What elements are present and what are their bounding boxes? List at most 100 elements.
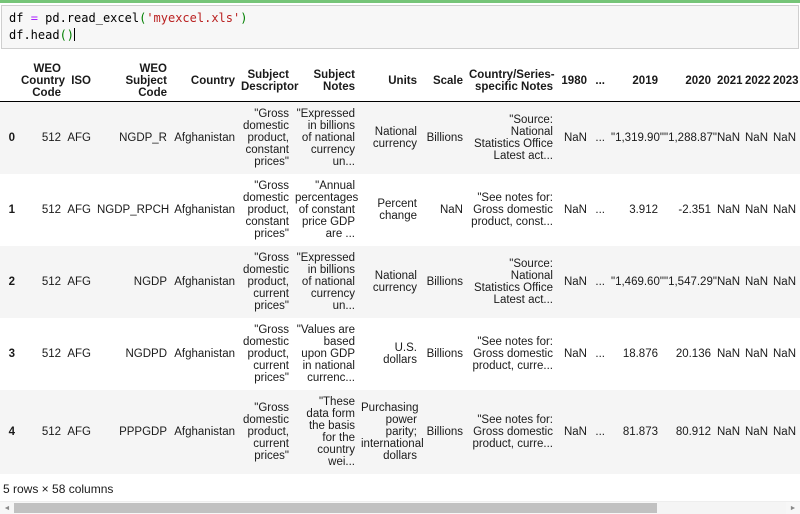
cell: NGDP_R: [119, 132, 167, 144]
column-header: 2023: [770, 61, 799, 102]
row-index: 4: [8, 426, 15, 438]
column-header: WEO Subject Code: [94, 61, 170, 102]
cell: NaN: [563, 426, 587, 438]
cell: NaN: [745, 132, 769, 144]
cell: AFG: [67, 348, 91, 360]
dataframe-output-area: WEO Country Code ISO WEO Subject Code Count…: [0, 61, 800, 474]
cell: Afghanistan: [174, 204, 235, 216]
cell: 512: [41, 276, 61, 288]
cell: NGDPD: [125, 348, 167, 360]
cell: ...: [595, 132, 605, 144]
column-header: 2022: [742, 61, 771, 102]
cell: NaN: [773, 204, 797, 216]
code-lines: df = pd.read_excel('myexcel.xls') df.head…: [9, 10, 791, 44]
cell: 20.136: [675, 348, 711, 360]
scrollbar-thumb[interactable]: [14, 503, 657, 513]
cell: NaN: [745, 204, 769, 216]
cell: PPPGDP: [119, 426, 167, 438]
cell: AFG: [67, 276, 91, 288]
code-token: =: [30, 11, 38, 25]
row-index: 2: [8, 276, 15, 288]
cell: NaN: [773, 132, 797, 144]
cell: NaN: [439, 204, 463, 216]
column-header: Scale: [420, 61, 466, 102]
scrollbar-track[interactable]: [657, 502, 786, 514]
cell: 512: [41, 132, 61, 144]
cell: Billions: [426, 276, 463, 288]
column-header: ISO: [64, 61, 94, 102]
cell: AFG: [67, 426, 91, 438]
row-count-summary: 5 rows × 58 columns: [3, 482, 114, 496]
cell: "1,288.87": [664, 132, 717, 144]
cell: -2.351: [678, 204, 711, 216]
cell: National currency: [372, 270, 417, 294]
cell: "See notes for: Gross domestic product, …: [471, 192, 553, 228]
cell: Billions: [426, 426, 463, 438]
table-row: 0 512 AFG NGDP_R Afghanistan "Gross domestic …: [0, 101, 800, 174]
cell: Purchasing power parity; international d…: [361, 402, 424, 462]
cell: NaN: [717, 132, 741, 144]
cell: Billions: [426, 348, 463, 360]
code-token: df.head: [9, 28, 60, 42]
cell: ...: [595, 348, 605, 360]
cell: 81.873: [622, 426, 658, 438]
table-row: 4 512 AFG PPPGDP Afghanistan "Gross domestic …: [0, 390, 800, 474]
code-line: df = pd.read_excel('myexcel.xls'): [9, 10, 791, 27]
code-line: df.head(): [9, 27, 791, 44]
column-header: 1980: [556, 61, 590, 102]
column-header: ...: [590, 61, 608, 102]
dataframe-table: WEO Country Code ISO WEO Subject Code Count…: [0, 61, 800, 474]
column-header: 2021: [714, 61, 743, 102]
cell: 3.912: [629, 204, 658, 216]
text-cursor: [74, 28, 76, 41]
cell: "Annual percentages of constant price GD…: [295, 180, 359, 240]
horizontal-scrollbar[interactable]: ◄ ►: [0, 501, 800, 514]
cell: Afghanistan: [174, 132, 235, 144]
column-header: [0, 61, 18, 102]
column-header: 2024: [798, 61, 800, 102]
dataframe-header: WEO Country Code ISO WEO Subject Code Count…: [0, 61, 800, 102]
row-index: 1: [8, 204, 15, 216]
cell: "Gross domestic product, constant prices…: [242, 180, 289, 240]
scroll-left-icon[interactable]: ◄: [3, 504, 11, 512]
cell: NGDP: [133, 276, 167, 288]
selected-cell-focus-border: [0, 0, 800, 3]
column-header: 2020: [661, 61, 714, 102]
code-token: ): [240, 11, 248, 25]
table-row: 3 512 AFG NGDPD Afghanistan "Gross domestic p…: [0, 318, 800, 390]
cell: NaN: [563, 204, 587, 216]
cell: 512: [41, 348, 61, 360]
cell: AFG: [67, 204, 91, 216]
column-header: Country/Series-specific Notes: [466, 61, 556, 102]
cell: NaN: [717, 276, 741, 288]
cell: "Gross domestic product, current prices": [242, 402, 289, 462]
column-header: Subject Notes: [292, 61, 358, 102]
cell: NaN: [717, 204, 741, 216]
cell: NGDP_RPCH: [97, 204, 170, 216]
cell: "Expressed in billions of national curre…: [296, 108, 355, 168]
cell: Afghanistan: [174, 276, 235, 288]
cell: ...: [595, 276, 605, 288]
row-index: 0: [8, 132, 15, 144]
cell: 512: [41, 426, 61, 438]
dataframe-body: 0 512 AFG NGDP_R Afghanistan "Gross domestic …: [0, 101, 800, 474]
column-header: 2019: [608, 61, 661, 102]
cell: "1,547.29": [664, 276, 717, 288]
code-input-cell[interactable]: df = pd.read_excel('myexcel.xls') df.head…: [1, 5, 799, 49]
cell: NaN: [773, 276, 797, 288]
cell: "Expressed in billions of national curre…: [296, 252, 355, 312]
row-index: 3: [8, 348, 15, 360]
cell: Afghanistan: [174, 426, 235, 438]
cell: NaN: [717, 426, 741, 438]
cell: ...: [595, 426, 605, 438]
table-row: 2 512 AFG NGDP Afghanistan "Gross domestic pr…: [0, 246, 800, 318]
scroll-right-icon[interactable]: ►: [789, 504, 797, 512]
cell: NaN: [563, 348, 587, 360]
cell: NaN: [745, 426, 769, 438]
cell: National currency: [372, 126, 417, 150]
code-token: df: [9, 11, 31, 25]
cell: "Gross domestic product, current prices": [242, 324, 289, 384]
cell: NaN: [745, 348, 769, 360]
cell: "Gross domestic product, current prices": [242, 252, 289, 312]
cell: 512: [41, 204, 61, 216]
